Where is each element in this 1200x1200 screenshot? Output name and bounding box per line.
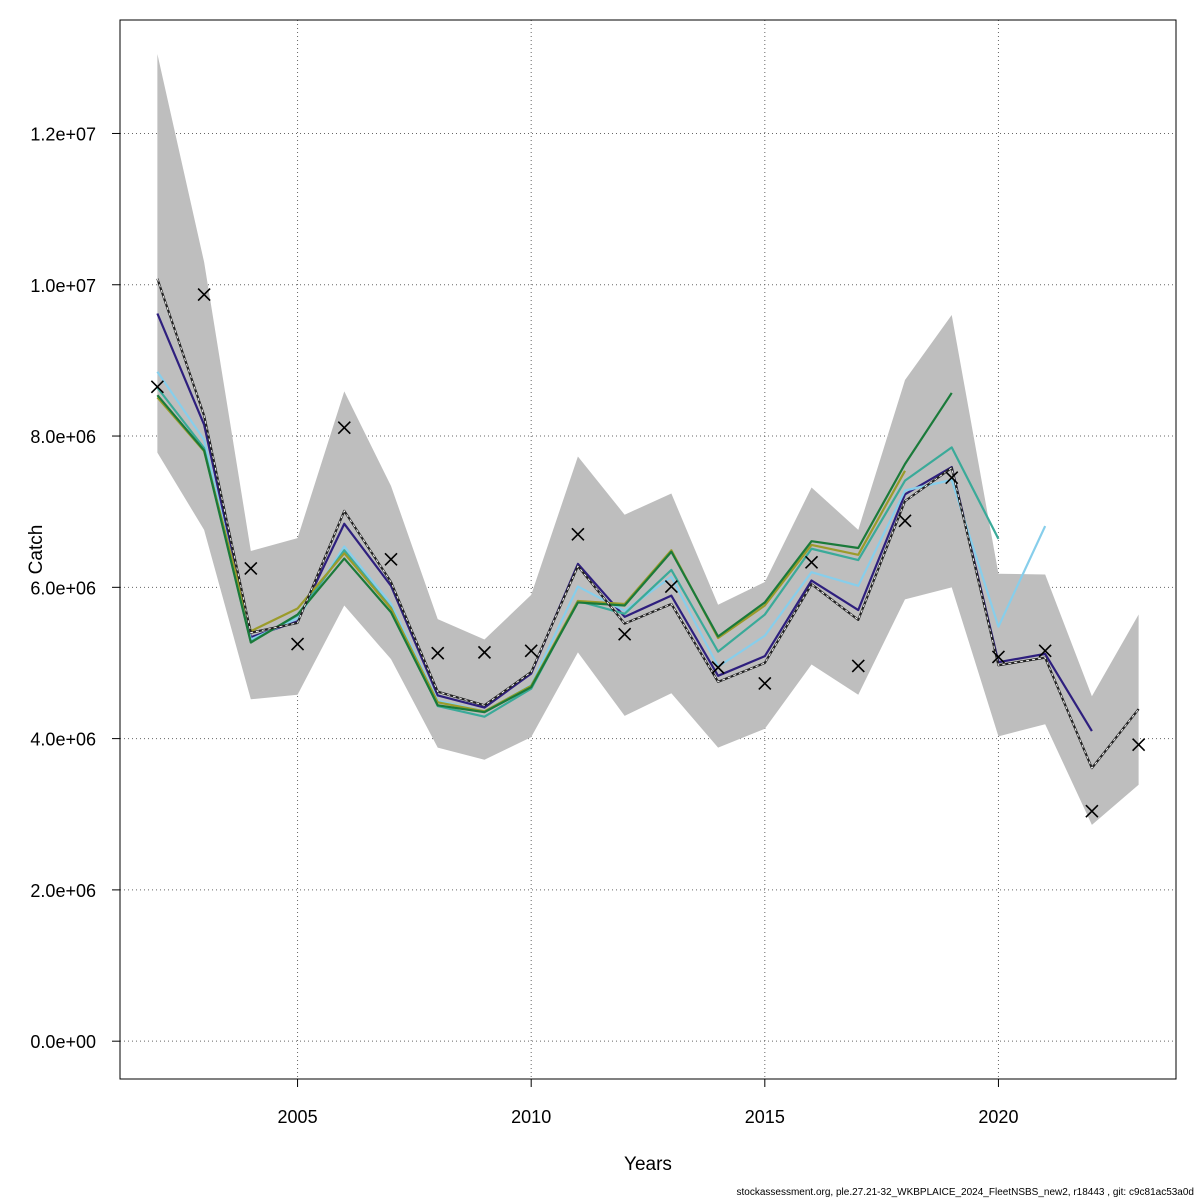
confidence-band-area [157, 54, 1139, 825]
observed-point-stroke [898, 514, 912, 528]
plot-frame [119, 19, 1177, 1080]
y-tick-label: 4.0e+06 [30, 730, 96, 750]
confidence-band [157, 54, 1139, 825]
observed-point-stroke [150, 380, 164, 394]
observed-point [1132, 738, 1146, 752]
observed-point [150, 380, 164, 394]
observed-point-stroke [1085, 804, 1099, 818]
observed-point [524, 644, 538, 658]
observed-point-stroke [664, 579, 678, 594]
observed-point-stroke [804, 555, 819, 569]
observed-point-stroke [758, 676, 772, 690]
observed-point-stroke [524, 644, 538, 658]
observed-point [664, 579, 678, 594]
observed-point [477, 645, 492, 659]
observed-point [851, 659, 865, 673]
observed-point-stroke [571, 527, 585, 541]
observed-point-stroke [945, 471, 959, 485]
observed-point-stroke [431, 646, 445, 660]
observed-point-stroke [1038, 644, 1052, 658]
observed-point-stroke [477, 645, 492, 659]
observed-point [804, 555, 819, 569]
observed-point-stroke [197, 288, 211, 302]
observed-point [571, 527, 585, 541]
observed-point [384, 552, 398, 566]
observed-point [1038, 644, 1052, 658]
observed-point-stroke [618, 627, 632, 641]
observed-point [991, 650, 1006, 664]
observed-point [898, 514, 912, 528]
y-tick-label: 1.0e+07 [30, 276, 96, 296]
axes: 2005 2010 2015 2020 0.0e+00 2.0e+06 4.0e+06 6.0… [30, 124, 1018, 1127]
observed-point [1085, 804, 1099, 818]
x-tick-label: 2015 [745, 1107, 785, 1127]
observed-point-stroke [244, 561, 258, 575]
observed-point-stroke [384, 552, 398, 566]
observed-point-stroke [337, 421, 351, 435]
y-tick-label: 6.0e+06 [30, 578, 96, 598]
observed-point [431, 646, 445, 660]
observed-points [150, 288, 1146, 818]
x-axis-title: Years [624, 1154, 672, 1175]
footer-credit: stockassessment.org, ple.27.21-32_WKBPLA… [736, 1187, 1195, 1198]
observed-point-stroke [851, 659, 865, 673]
y-tick-label: 2.0e+06 [30, 881, 96, 901]
observed-point-stroke [1132, 738, 1146, 752]
observed-point [290, 637, 305, 651]
observed-point-stroke [711, 660, 725, 675]
observed-point [758, 676, 772, 690]
x-tick-label: 2005 [278, 1107, 318, 1127]
series-lines [156, 313, 1093, 732]
observed-point-stroke [991, 650, 1006, 664]
observed-point [945, 471, 959, 485]
observed-point [244, 561, 258, 575]
observed-point [618, 627, 632, 641]
x-tick-label: 2020 [978, 1107, 1018, 1127]
y-tick-label: 1.2e+07 [30, 124, 96, 144]
base-estimate-dash [156, 278, 1139, 769]
y-axis-title: Catch [26, 525, 47, 575]
observed-point [197, 288, 211, 302]
y-tick-label: 8.0e+06 [30, 427, 96, 447]
observed-point-stroke [290, 637, 305, 651]
x-tick-label: 2010 [511, 1107, 551, 1127]
observed-point [337, 421, 351, 435]
y-tick-label: 0.0e+00 [30, 1032, 96, 1052]
observed-point [711, 660, 725, 675]
series-line [156, 392, 953, 714]
base-estimate-line [156, 278, 1140, 770]
